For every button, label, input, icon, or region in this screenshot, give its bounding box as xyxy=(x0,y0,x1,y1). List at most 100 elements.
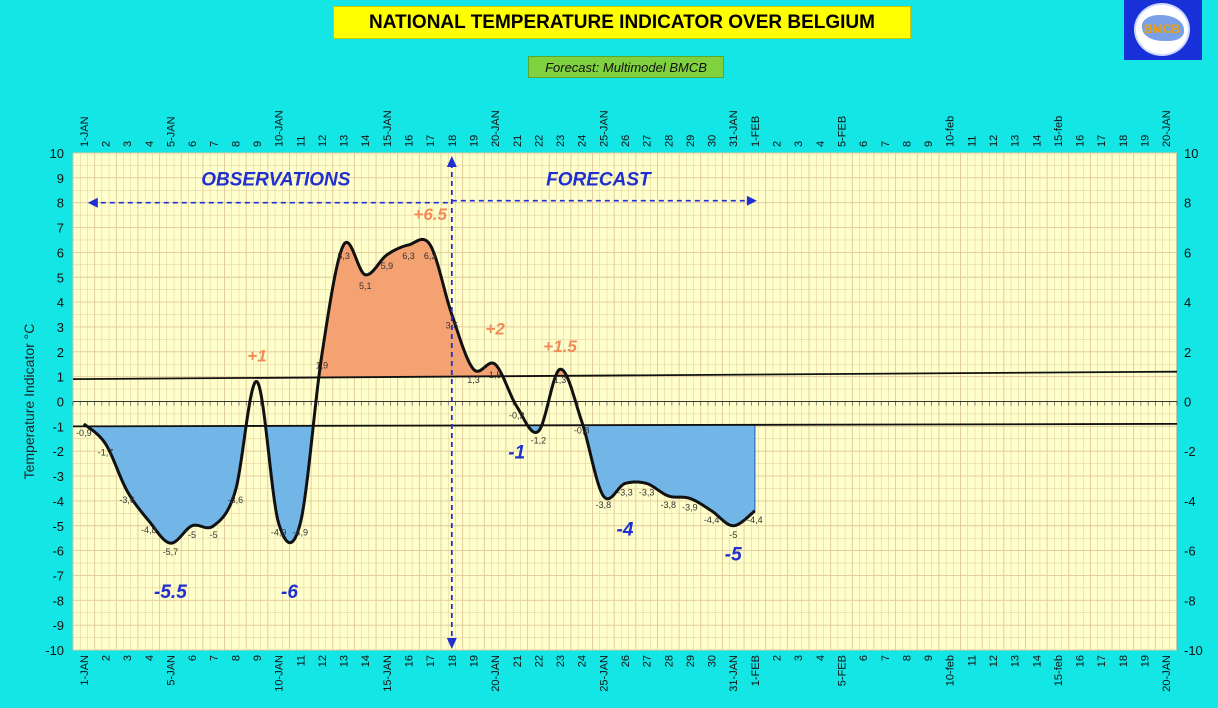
x-tick-label-bottom: 19 xyxy=(468,655,480,667)
x-tick-label-bottom: 13 xyxy=(1010,655,1022,667)
y-tick-label-right: -8 xyxy=(1184,593,1196,608)
x-tick-label-bottom: 12 xyxy=(317,655,329,667)
x-tick-label-top: 16 xyxy=(1075,135,1087,147)
cold-peak-annotation: -5.5 xyxy=(154,582,187,603)
y-tick-label-left: 2 xyxy=(57,345,64,360)
x-tick-label-top: 23 xyxy=(555,135,567,147)
x-tick-label-top: 13 xyxy=(1010,135,1022,147)
y-tick-label-left: -3 xyxy=(52,469,64,484)
x-tick-label-top: 8 xyxy=(230,141,242,147)
point-value-label: -0,8 xyxy=(574,425,590,435)
y-tick-label-right: -10 xyxy=(1184,643,1203,658)
x-tick-label-top: 3 xyxy=(122,141,134,147)
observations-label: OBSERVATIONS xyxy=(201,169,351,190)
y-tick-label-right: 8 xyxy=(1184,196,1191,211)
divider-arrow-up xyxy=(446,156,457,167)
point-value-label: -1,2 xyxy=(531,435,547,445)
temperature-curve xyxy=(82,237,756,545)
y-axis-label: Temperature Indicator °C xyxy=(21,324,37,480)
belgium-map-icon xyxy=(1142,15,1184,41)
x-tick-label-bottom: 25-JAN xyxy=(598,655,610,692)
point-value-label: -4,4 xyxy=(747,515,763,525)
x-tick-label-bottom: 13 xyxy=(339,655,351,667)
point-value-label: -4,8 xyxy=(141,525,157,535)
x-tick-label-top: 14 xyxy=(1031,135,1043,147)
x-tick-label-bottom: 10-feb xyxy=(945,655,957,686)
x-tick-label-bottom: 15-JAN xyxy=(382,655,394,692)
y-tick-label-left: -6 xyxy=(52,544,64,559)
point-value-label: -0,2 xyxy=(509,410,525,420)
x-tick-label-bottom: 14 xyxy=(1031,655,1043,667)
x-tick-label-top: 26 xyxy=(620,135,632,147)
x-tick-label-bottom: 17 xyxy=(1096,655,1108,667)
point-value-label: 6,3 xyxy=(402,251,415,261)
divider-arrow-down xyxy=(446,638,457,649)
x-tick-label-bottom: 4 xyxy=(815,655,827,661)
chart-title-text: NATIONAL TEMPERATURE INDICATOR OVER BELG… xyxy=(369,11,875,33)
x-tick-label-bottom: 1-JAN xyxy=(79,655,91,686)
y-tick-label-left: -5 xyxy=(52,519,64,534)
x-tick-label-top: 14 xyxy=(360,135,372,147)
x-tick-label-top: 22 xyxy=(533,135,545,147)
x-tick-label-top: 28 xyxy=(663,135,675,147)
point-value-label: -3,6 xyxy=(119,495,135,505)
x-tick-label-top: 31-JAN xyxy=(728,110,740,147)
x-tick-label-bottom: 3 xyxy=(122,655,134,661)
point-value-label: -5 xyxy=(188,530,196,540)
x-tick-label-top: 2 xyxy=(100,141,112,147)
point-value-label: -5,7 xyxy=(163,547,179,557)
y-tick-label-right: 0 xyxy=(1184,395,1191,410)
x-tick-label-bottom: 16 xyxy=(1075,655,1087,667)
logo-text: BMCB xyxy=(1144,22,1180,36)
point-value-label: -3,3 xyxy=(617,488,633,498)
forecast-label: FORECAST xyxy=(546,169,652,190)
y-tick-label-left: -2 xyxy=(52,444,64,459)
x-tick-label-bottom: 7 xyxy=(880,655,892,661)
point-value-label: -3,6 xyxy=(228,495,244,505)
x-tick-label-bottom: 6 xyxy=(858,655,870,661)
forecast-subtitle: Forecast: Multimodel BMCB xyxy=(528,56,724,78)
x-tick-label-top: 18 xyxy=(1118,135,1130,147)
x-tick-label-top: 1-JAN xyxy=(79,116,91,147)
x-tick-label-bottom: 14 xyxy=(360,655,372,667)
y-tick-label-left: 10 xyxy=(50,146,64,161)
y-tick-label-left: 9 xyxy=(57,171,64,186)
x-tick-label-bottom: 2 xyxy=(772,655,784,661)
point-value-label: 1,9 xyxy=(316,360,329,370)
x-tick-label-bottom: 9 xyxy=(923,655,935,661)
warm-peak-annotation: +1 xyxy=(247,347,266,366)
x-tick-label-bottom: 21 xyxy=(512,655,524,667)
y-tick-label-left: 4 xyxy=(57,295,64,310)
x-tick-label-bottom: 5-JAN xyxy=(165,655,177,686)
x-tick-label-top: 20-JAN xyxy=(1161,110,1173,147)
x-tick-label-top: 16 xyxy=(404,135,416,147)
x-tick-label-top: 11 xyxy=(966,136,978,147)
x-tick-label-top: 13 xyxy=(339,135,351,147)
x-tick-label-top: 19 xyxy=(1140,135,1152,147)
x-tick-label-bottom: 11 xyxy=(966,655,978,666)
x-tick-label-bottom: 29 xyxy=(685,655,697,667)
y-tick-label-left: 1 xyxy=(57,370,64,385)
x-tick-label-bottom: 20-JAN xyxy=(490,655,502,692)
point-value-label: 6,3 xyxy=(424,251,437,261)
x-tick-label-top: 9 xyxy=(252,141,264,147)
x-tick-label-top: 17 xyxy=(425,135,437,147)
y-tick-label-left: -7 xyxy=(52,568,64,583)
y-tick-label-left: -9 xyxy=(52,618,64,633)
x-tick-label-top: 27 xyxy=(642,135,654,147)
forecast-subtitle-text: Forecast: Multimodel BMCB xyxy=(545,59,707,75)
cold-peak-annotation: -4 xyxy=(617,520,634,541)
y-tick-label-right: 4 xyxy=(1184,295,1191,310)
x-tick-label-bottom: 31-JAN xyxy=(728,655,740,692)
x-tick-label-top: 15-feb xyxy=(1053,116,1065,147)
y-tick-label-left: -10 xyxy=(45,643,64,658)
x-tick-label-top: 24 xyxy=(577,135,589,147)
y-tick-label-right: -2 xyxy=(1184,444,1196,459)
x-tick-label-bottom: 15-feb xyxy=(1053,655,1065,686)
x-tick-label-bottom: 20-JAN xyxy=(1161,655,1173,692)
x-tick-label-top: 2 xyxy=(772,141,784,147)
x-tick-label-top: 29 xyxy=(685,135,697,147)
warm-peak-annotation: +6.5 xyxy=(413,205,447,224)
x-tick-label-bottom: 27 xyxy=(642,655,654,667)
